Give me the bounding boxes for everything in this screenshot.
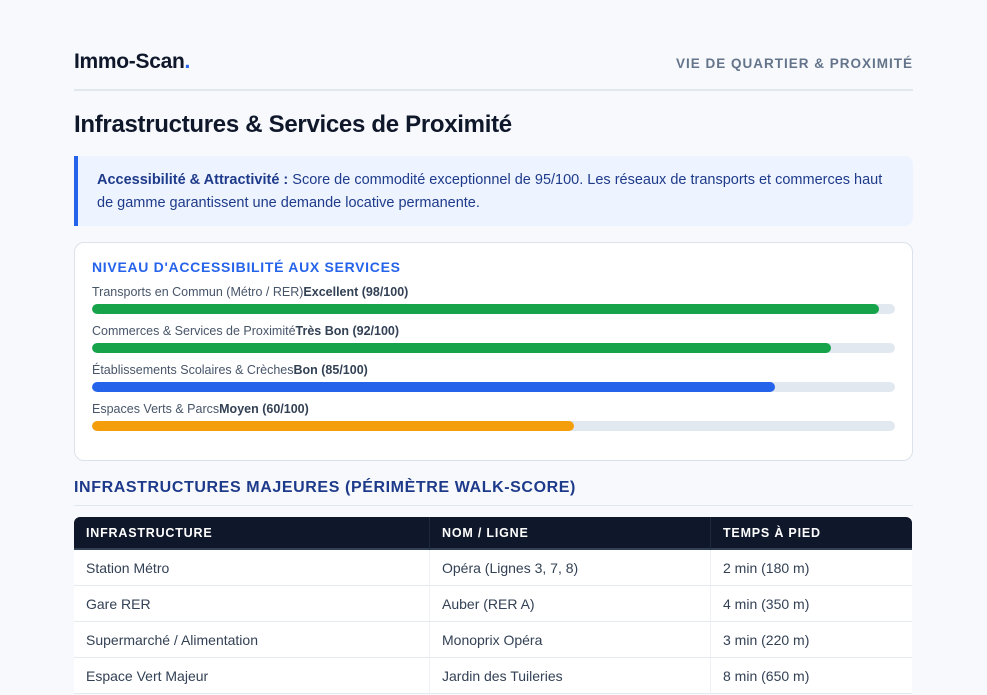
logo-text: Immo-Scan: [74, 50, 185, 73]
metric-label-row: Transports en Commun (Métro / RER)Excell…: [92, 284, 895, 300]
logo-dot: .: [184, 50, 191, 73]
metric-item: Transports en Commun (Métro / RER)Excell…: [92, 284, 895, 314]
table-cell: 4 min (350 m): [710, 586, 912, 622]
page-title: Infrastructures & Services de Proximité: [74, 111, 512, 138]
progress-bar-track: [92, 343, 895, 353]
table-cell: Supermarché / Alimentation: [74, 622, 429, 658]
table-cell: Jardin des Tuileries: [429, 658, 710, 694]
metric-item: Espaces Verts & ParcsMoyen (60/100): [92, 401, 895, 431]
metric-label-row: Espaces Verts & ParcsMoyen (60/100): [92, 401, 895, 417]
table-cell: Monoprix Opéra: [429, 622, 710, 658]
progress-bar-track: [92, 382, 895, 392]
table-cell: 8 min (650 m): [710, 658, 912, 694]
metric-item: Commerces & Services de ProximitéTrès Bo…: [92, 323, 895, 353]
metric-label: Établissements Scolaires & Crèches: [92, 363, 294, 377]
col-infrastructure: INFRASTRUCTURE: [74, 517, 429, 550]
report-page: Immo-Scan. VIE DE QUARTIER & PROXIMITÉ I…: [74, 0, 913, 694]
progress-bar-fill: [92, 421, 574, 431]
metric-label: Transports en Commun (Métro / RER): [92, 285, 304, 299]
metric-value: Très Bon (92/100): [295, 324, 400, 338]
progress-bar-fill: [92, 304, 879, 314]
table-cell: Espace Vert Majeur: [74, 658, 429, 694]
table-cell: Station Métro: [74, 550, 429, 586]
col-walk-time: TEMPS À PIED: [710, 517, 912, 550]
table-cell: 2 min (180 m): [710, 550, 912, 586]
progress-bar-track: [92, 421, 895, 431]
metric-label: Commerces & Services de Proximité: [92, 324, 296, 338]
metric-label: Espaces Verts & Parcs: [92, 402, 220, 416]
table-cell: Auber (RER A): [429, 586, 710, 622]
metric-item: Établissements Scolaires & CrèchesBon (8…: [92, 362, 895, 392]
table-cell: Gare RER: [74, 586, 429, 622]
table-row: Espace Vert Majeur Jardin des Tuileries 8 …: [74, 658, 912, 694]
callout-text: Score de commodité exceptionnel de 95/10…: [97, 172, 883, 211]
callout-box: Accessibilité & Attractivité : Score de …: [74, 156, 913, 226]
score-card-title: NIVEAU D'ACCESSIBILITÉ AUX SERVICES: [92, 259, 401, 275]
col-name-line: NOM / LIGNE: [429, 517, 710, 550]
table-header-row: INFRASTRUCTURE NOM / LIGNE TEMPS À PIED: [74, 517, 912, 550]
metric-list: Transports en Commun (Métro / RER)Excell…: [92, 284, 895, 431]
metric-value: Moyen (60/100): [219, 402, 309, 416]
progress-bar-track: [92, 304, 895, 314]
progress-bar-fill: [92, 382, 775, 392]
infra-table: INFRASTRUCTURE NOM / LIGNE TEMPS À PIED …: [74, 517, 912, 694]
infra-section-title: INFRASTRUCTURES MAJEURES (PÉRIMÈTRE WALK…: [74, 479, 913, 506]
page-header: Immo-Scan. VIE DE QUARTIER & PROXIMITÉ: [74, 0, 913, 91]
table-row: Gare RER Auber (RER A) 4 min (350 m): [74, 586, 912, 622]
table-row: Station Métro Opéra (Lignes 3, 7, 8) 2 min…: [74, 550, 912, 586]
header-tag: VIE DE QUARTIER & PROXIMITÉ: [675, 56, 913, 71]
metric-label-row: Établissements Scolaires & CrèchesBon (8…: [92, 362, 895, 378]
metric-value: Bon (85/100): [293, 363, 368, 377]
table-row: Supermarché / Alimentation Monoprix Opéra…: [74, 622, 912, 658]
table-cell: 3 min (220 m): [710, 622, 912, 658]
progress-bar-fill: [92, 343, 831, 353]
metric-label-row: Commerces & Services de ProximitéTrès Bo…: [92, 323, 895, 339]
metric-value: Excellent (98/100): [303, 285, 409, 299]
callout-heading: Accessibilité & Attractivité :: [97, 172, 289, 188]
logo: Immo-Scan.: [74, 50, 190, 74]
accessibility-score-card: NIVEAU D'ACCESSIBILITÉ AUX SERVICES Tran…: [74, 242, 913, 461]
table-cell: Opéra (Lignes 3, 7, 8): [429, 550, 710, 586]
